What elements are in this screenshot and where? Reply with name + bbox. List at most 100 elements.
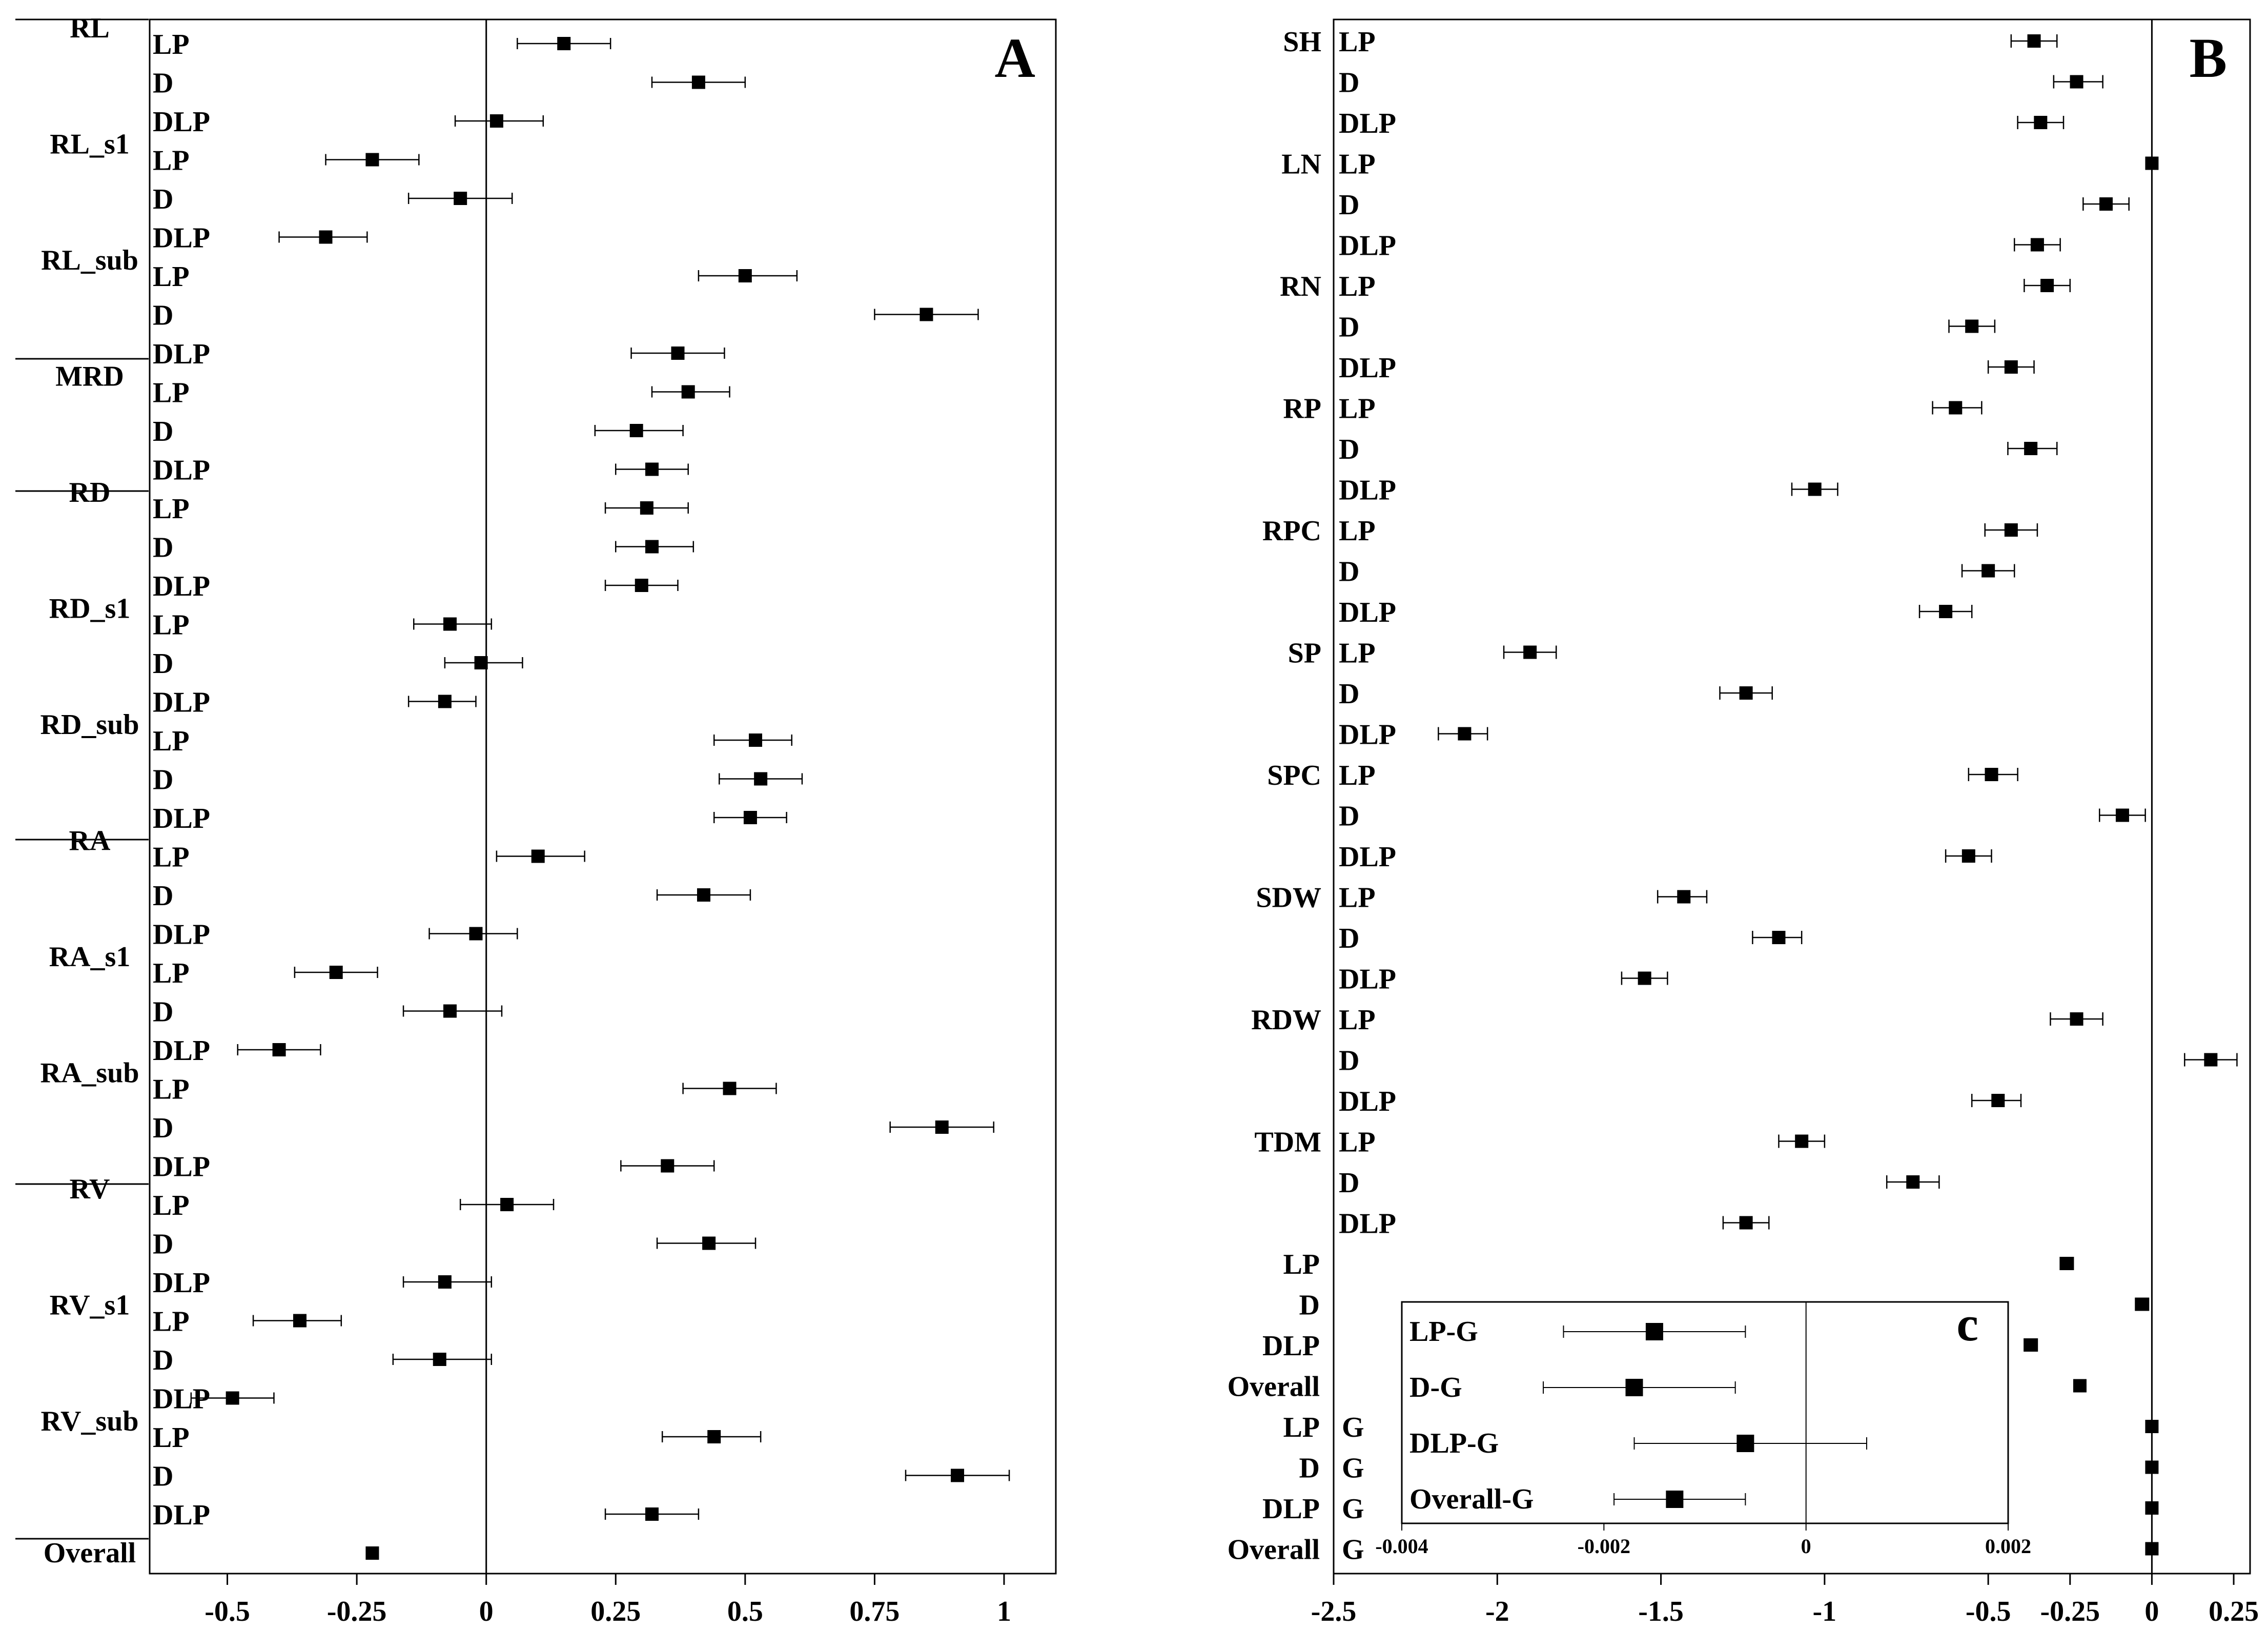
panel-a-row-label: DLP	[153, 338, 210, 370]
panel-b-row-label: D	[1339, 801, 1359, 832]
panel-b-row-label: LP	[1339, 149, 1376, 180]
panel-a-row-label: LP	[153, 493, 190, 525]
panel-a-x-tick-label: 1	[997, 1596, 1011, 1627]
panel-a-frame	[149, 18, 1057, 1575]
panel-a-row-22-point	[697, 888, 711, 902]
inset-c-frame	[1401, 1301, 2009, 1524]
panel-a-group-label: RA_sub	[40, 1057, 139, 1089]
inset-c-row-label: LP-G	[1409, 1316, 1478, 1348]
panel-a-row-3-point	[365, 153, 379, 167]
panel-a-row-label: LP	[153, 842, 190, 873]
panel-b-row-label: DLP	[1339, 1208, 1396, 1240]
panel-a-row-5-point	[319, 230, 333, 244]
panel-a-group-label: RD_sub	[40, 709, 139, 741]
panel-b-row-label: D	[1339, 189, 1359, 221]
panel-a-row-11-point	[645, 462, 659, 476]
panel-b-row-22-point	[1772, 931, 1786, 944]
inset-c-row-0-point	[1645, 1323, 1663, 1340]
panel-a-row-label: DLP	[153, 222, 210, 254]
inset-c-x-tick-label: 0	[1801, 1535, 1811, 1558]
panel-a-row-label: DLP	[153, 687, 210, 719]
panel-b-row-26-point	[1991, 1094, 2005, 1107]
panel-a-x-tick-label: -0.25	[327, 1596, 387, 1627]
panel-b-row-32-point	[2024, 1338, 2038, 1352]
panel-b-frame	[1333, 18, 2251, 1575]
panel-a-row-label: D	[153, 1344, 173, 1376]
panel-a-group-label: RL_sub	[41, 244, 138, 276]
inset-c-x-tick-label: -0.002	[1578, 1535, 1630, 1558]
panel-b-row-label: DLP	[1339, 841, 1396, 873]
panel-b-group-label: TDM	[1254, 1127, 1321, 1158]
inset-c-row-label: D-G	[1409, 1372, 1462, 1403]
panel-b-row-17-point	[1458, 727, 1472, 741]
panel-a-row-29-point	[661, 1159, 675, 1173]
panel-b-summary-label: Overall	[1228, 1371, 1320, 1403]
panel-a-row-14-point	[635, 579, 648, 592]
panel-a-group-label: RA	[69, 825, 111, 857]
panel-a-row-label: DLP	[153, 1383, 210, 1415]
panel-a-row-label: DLP	[153, 1499, 210, 1531]
panel-a-row-label: D	[153, 648, 173, 680]
panel-a-row-label: LP	[153, 725, 190, 757]
panel-a-row-label: D	[153, 300, 173, 332]
panel-b-row-15-point	[1523, 645, 1537, 659]
panel-b-row-label: LP	[1339, 1127, 1376, 1158]
inset-c-row-label: DLP-G	[1409, 1428, 1499, 1459]
panel-b-g-label: G	[1342, 1453, 1364, 1484]
panel-a-row-13-point	[645, 540, 659, 554]
panel-a-row-32-point	[438, 1275, 452, 1289]
panel-a-row-39-point	[365, 1546, 379, 1560]
panel-a-row-8-point	[671, 346, 685, 360]
panel-b-row-18-point	[1985, 768, 1998, 781]
panel-b-row-label: DLP	[1339, 964, 1396, 995]
inset-c-x-tick-label: -0.004	[1375, 1535, 1428, 1558]
panel-a-row-38-point	[645, 1507, 659, 1521]
panel-b-row-16-point	[1739, 686, 1753, 700]
panel-b-row-7-point	[1965, 319, 1979, 333]
panel-a-row-6-point	[738, 269, 752, 282]
panel-a-row-4-point	[454, 192, 467, 205]
panel-a-row-label: LP	[153, 1306, 190, 1338]
panel-b-row-2-point	[2034, 116, 2048, 129]
panel-b-g-label: G	[1342, 1493, 1364, 1525]
panel-b-group-label: RN	[1280, 271, 1321, 302]
panel-b-row-5-point	[2030, 238, 2044, 252]
panel-b-summary-label: D	[1299, 1290, 1320, 1321]
panel-a-row-12-point	[640, 501, 653, 515]
panel-a-row-label: LP	[153, 957, 190, 989]
panel-b-row-label: DLP	[1339, 230, 1396, 262]
inset-c-row-2-point	[1736, 1435, 1754, 1452]
panel-b-group-label: RPC	[1262, 515, 1321, 547]
panel-b-row-label: LP	[1339, 638, 1376, 669]
panel-a-row-0-point	[557, 37, 571, 50]
panel-b-summary-label: DLP	[1262, 1493, 1320, 1525]
panel-a-row-7-point	[920, 308, 933, 321]
panel-a-row-label: DLP	[153, 1035, 210, 1067]
panel-b-row-label: LP	[1339, 1004, 1376, 1036]
panel-b-row-3-point	[2145, 156, 2159, 170]
panel-b-summary-label: LP	[1283, 1412, 1320, 1443]
panel-b-row-label: D	[1339, 678, 1359, 710]
panel-b-row-0-point	[2027, 34, 2041, 48]
panel-a-row-24-point	[329, 966, 343, 979]
panel-b-row-label: DLP	[1339, 719, 1396, 751]
panel-a-row-25-point	[443, 1004, 457, 1018]
panel-b-row-label: LP	[1339, 271, 1376, 302]
panel-a-row-label: D	[153, 68, 173, 99]
panel-a-row-28-point	[935, 1120, 949, 1134]
panel-a-row-label: DLP	[153, 1267, 210, 1299]
panel-b-row-10-point	[2024, 442, 2038, 455]
inset-c-row-3-point	[1666, 1491, 1684, 1508]
panel-a-row-31-point	[702, 1236, 716, 1250]
panel-b-row-27-point	[1795, 1134, 1809, 1148]
panel-b-x-tick-label: 0	[2144, 1596, 2159, 1627]
panel-a-group-label: RV_sub	[41, 1405, 139, 1437]
panel-a-row-1-point	[691, 75, 705, 89]
panel-a-row-34-point	[433, 1353, 446, 1366]
panel-b-row-label: D	[1339, 1045, 1359, 1077]
panel-b-row-label: DLP	[1339, 352, 1396, 384]
panel-a-group-label: RL_s1	[50, 129, 130, 160]
panel-a-row-label: D	[153, 1229, 173, 1260]
panel-b-x-tick-label: -1.5	[1638, 1596, 1684, 1627]
